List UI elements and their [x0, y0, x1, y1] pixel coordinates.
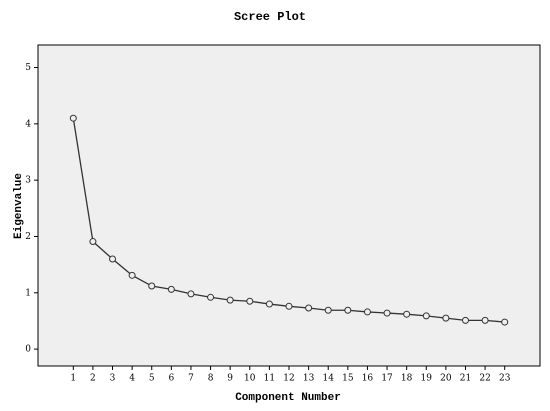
- data-point: [89, 238, 97, 246]
- x-tick-label: 8: [208, 374, 214, 384]
- data-point: [167, 285, 175, 293]
- data-point: [128, 271, 136, 279]
- y-tick-label: 5: [25, 63, 31, 73]
- y-tick-label: 3: [25, 176, 31, 186]
- x-tick-label: 6: [168, 374, 174, 384]
- x-tick-label: 3: [110, 374, 116, 384]
- x-tick-label: 11: [264, 374, 275, 384]
- x-tick-label: 15: [342, 374, 354, 384]
- data-point: [383, 309, 391, 317]
- x-tick-label: 22: [479, 374, 490, 384]
- x-tick-label: 4: [129, 374, 135, 384]
- data-point: [442, 314, 450, 322]
- plot-area: [37, 44, 541, 367]
- data-point: [363, 308, 371, 316]
- y-tick-label: 4: [25, 119, 31, 129]
- data-point: [324, 306, 332, 314]
- x-tick-label: 10: [244, 374, 256, 384]
- data-point: [344, 306, 352, 314]
- x-tick-label: 9: [227, 374, 233, 384]
- data-point: [246, 297, 254, 305]
- data-point: [109, 255, 117, 263]
- x-tick-label: 7: [188, 374, 194, 384]
- x-tick-label: 13: [303, 374, 315, 384]
- chart-title: Scree Plot: [234, 10, 306, 24]
- y-axis-label: Eigenvalue: [13, 173, 25, 239]
- data-point: [207, 293, 215, 301]
- x-axis-label: Component Number: [235, 392, 341, 404]
- x-tick-label: 5: [149, 374, 155, 384]
- data-point: [403, 310, 411, 318]
- data-point: [285, 302, 293, 310]
- x-tick-label: 20: [440, 374, 452, 384]
- x-tick-label: 16: [362, 374, 374, 384]
- data-point: [265, 300, 273, 308]
- x-tick-label: 2: [90, 374, 96, 384]
- x-tick-label: 17: [381, 374, 393, 384]
- x-tick-label: 19: [421, 374, 433, 384]
- data-point: [187, 290, 195, 298]
- y-tick-label: 2: [25, 232, 31, 242]
- x-tick-label: 21: [460, 374, 471, 384]
- x-tick-label: 23: [499, 374, 511, 384]
- data-point: [69, 114, 77, 122]
- y-tick-label: 1: [25, 288, 31, 298]
- data-point: [481, 316, 489, 324]
- x-tick-label: 14: [322, 374, 334, 384]
- data-point: [226, 296, 234, 304]
- x-tick-label: 12: [283, 374, 294, 384]
- data-point: [148, 282, 156, 290]
- data-point: [461, 316, 469, 324]
- data-point: [501, 318, 509, 326]
- y-tick-label: 0: [25, 345, 31, 355]
- x-tick-label: 1: [70, 374, 76, 384]
- x-tick-label: 18: [401, 374, 413, 384]
- data-point: [305, 304, 313, 312]
- data-point: [422, 312, 430, 320]
